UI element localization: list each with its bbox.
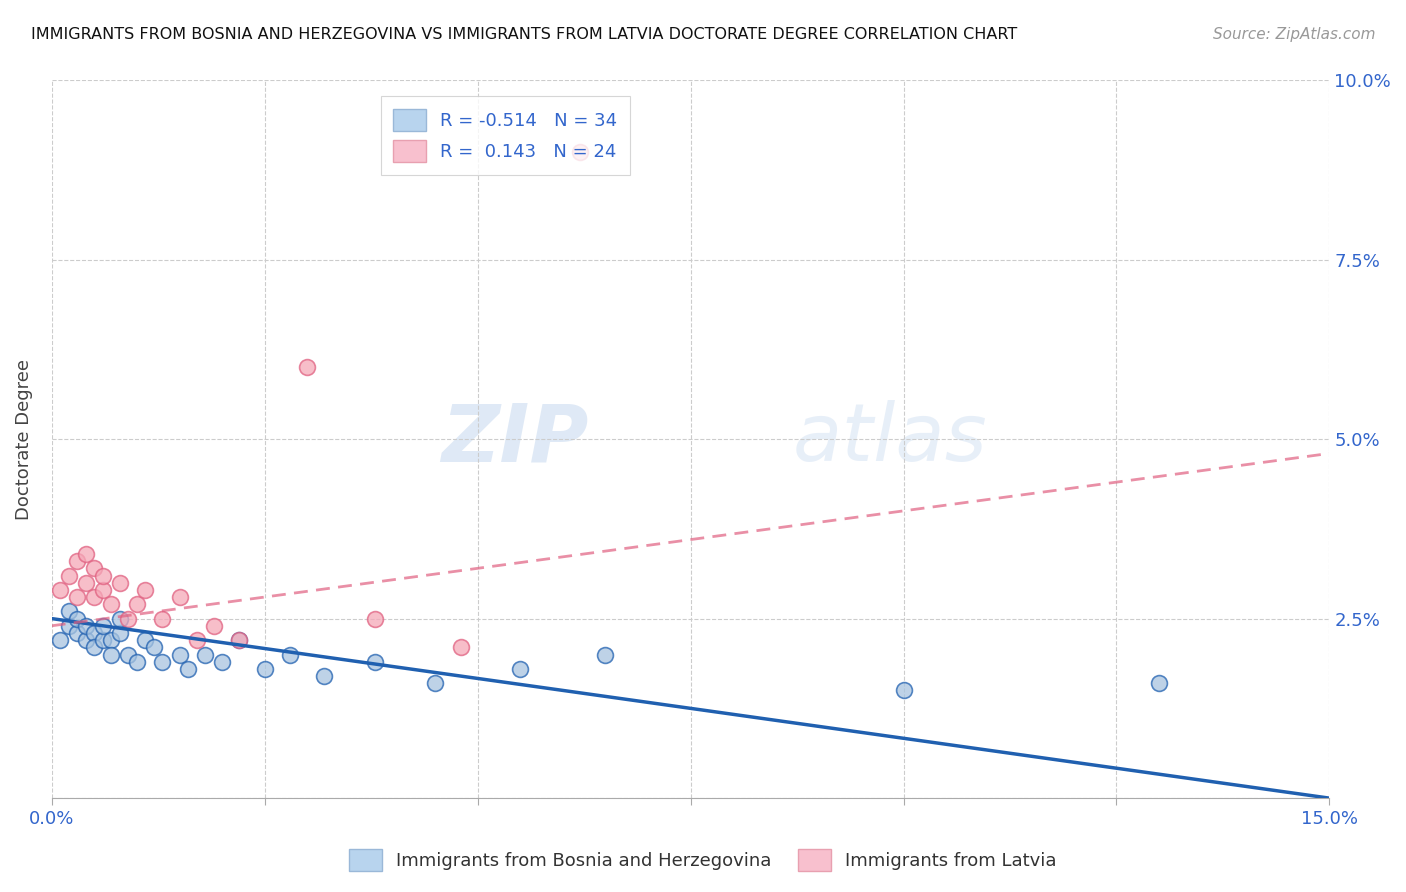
Point (108, 611, 131, 625)
Point (202, 619, 225, 633)
Point (143, 640, 166, 655)
Point (91, 582, 114, 597)
Point (1147, 676, 1170, 690)
Text: Source: ZipAtlas.com: Source: ZipAtlas.com (1212, 27, 1375, 42)
Point (211, 655, 233, 669)
Point (423, 676, 446, 690)
Point (314, 669, 336, 683)
Point (509, 662, 531, 676)
Text: ZIP: ZIP (441, 400, 588, 478)
Point (49, 633, 72, 648)
Point (83, 561, 105, 575)
Text: IMMIGRANTS FROM BOSNIA AND HERZEGOVINA VS IMMIGRANTS FROM LATVIA DOCTORATE DEGRE: IMMIGRANTS FROM BOSNIA AND HERZEGOVINA V… (31, 27, 1017, 42)
Point (49, 582, 72, 597)
Point (152, 611, 174, 625)
Point (100, 597, 122, 611)
Point (108, 575, 131, 590)
Point (75, 619, 97, 633)
Legend: R = -0.514   N = 34, R =  0.143   N = 24: R = -0.514 N = 34, R = 0.143 N = 24 (381, 96, 630, 175)
Point (186, 633, 208, 648)
Point (177, 662, 200, 676)
Point (117, 611, 139, 625)
Point (66, 590, 89, 604)
Point (450, 640, 472, 655)
Point (75, 547, 97, 561)
Point (91, 619, 114, 633)
Point (83, 590, 105, 604)
Text: atlas: atlas (793, 400, 987, 478)
Point (297, 360, 319, 375)
Point (253, 662, 276, 676)
Point (364, 611, 387, 625)
Point (83, 640, 105, 655)
Point (125, 597, 148, 611)
Point (58, 604, 80, 618)
Point (75, 575, 97, 590)
Point (134, 582, 156, 597)
Point (83, 626, 105, 640)
Point (117, 648, 139, 662)
Point (278, 648, 301, 662)
Point (228, 633, 250, 648)
Point (100, 633, 122, 648)
Point (194, 648, 217, 662)
Point (66, 626, 89, 640)
Point (134, 633, 156, 648)
Point (91, 633, 114, 648)
Point (100, 648, 122, 662)
Point (125, 655, 148, 669)
Point (108, 626, 131, 640)
Point (169, 648, 191, 662)
Point (595, 648, 617, 662)
Point (228, 633, 250, 648)
Point (152, 655, 174, 669)
Point (58, 568, 80, 582)
Point (364, 655, 387, 669)
Point (66, 611, 89, 625)
Point (893, 683, 915, 698)
Y-axis label: Doctorate Degree: Doctorate Degree (15, 359, 32, 519)
Point (568, 145, 591, 159)
Point (169, 590, 191, 604)
Point (75, 633, 97, 648)
Point (91, 568, 114, 582)
Legend: Immigrants from Bosnia and Herzegovina, Immigrants from Latvia: Immigrants from Bosnia and Herzegovina, … (342, 842, 1064, 879)
Point (58, 619, 80, 633)
Point (66, 554, 89, 568)
